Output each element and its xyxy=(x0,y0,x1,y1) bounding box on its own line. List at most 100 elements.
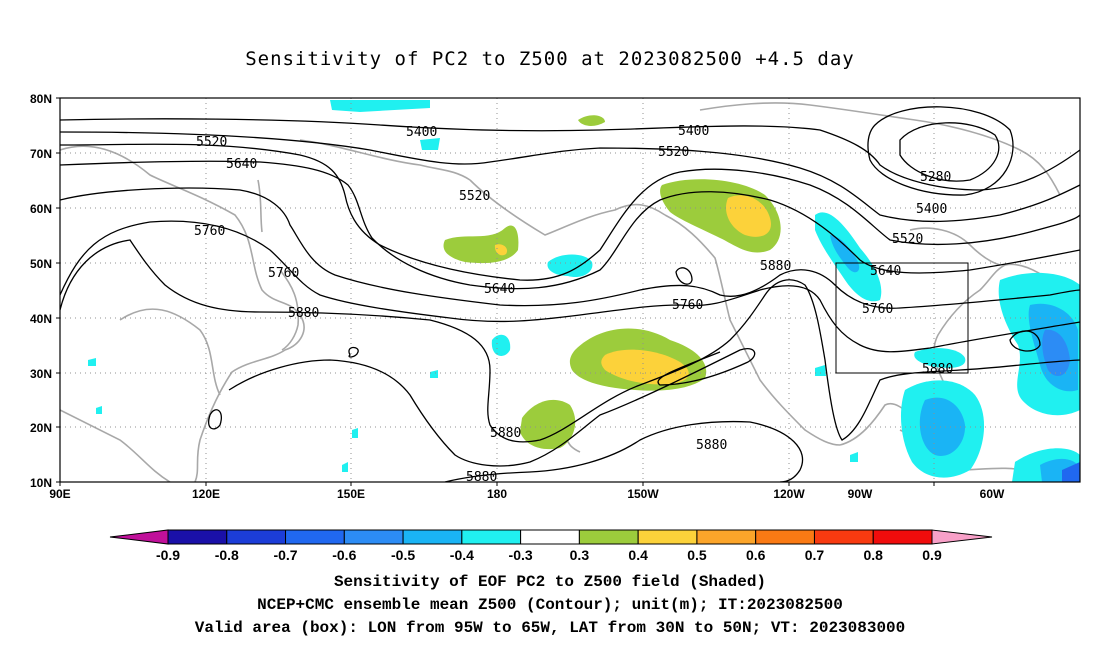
lon-label: 150W xyxy=(627,487,659,501)
contour-label: 5760 xyxy=(268,266,299,281)
z500-contours xyxy=(60,106,1080,482)
contour-label: 5640 xyxy=(226,157,257,172)
colorbar-tick-label: 0.7 xyxy=(805,547,825,563)
shade-cyan-patch xyxy=(330,100,430,112)
colorbar-cell xyxy=(578,529,639,545)
footer-line-1: Sensitivity of EOF PC2 to Z500 field (Sh… xyxy=(333,573,767,591)
contour-line xyxy=(675,267,693,285)
colorbar-cell xyxy=(226,529,287,545)
footer-line-3: Valid area (box): LON from 95W to 65W, L… xyxy=(194,619,906,637)
colorbar-tick-label: -0.7 xyxy=(273,547,297,563)
hudson-bay xyxy=(909,227,1001,266)
shade-yellow-patch xyxy=(725,195,771,237)
japan-coast xyxy=(279,269,300,351)
contour-label: 5400 xyxy=(406,125,437,140)
contour-label: 5880 xyxy=(490,426,521,441)
colorbar-cell xyxy=(520,529,580,545)
contour-label: 5760 xyxy=(862,302,893,317)
colorbar-tick-label: -0.4 xyxy=(450,547,474,563)
contour-label: 5880 xyxy=(288,306,319,321)
lon-label: 90E xyxy=(49,487,70,501)
contour-label: 5880 xyxy=(922,362,953,377)
map-title: Sensitivity of PC2 to Z500 at 2023082500… xyxy=(245,48,855,70)
contour-line xyxy=(444,420,804,482)
shade-yellow-patch xyxy=(601,349,689,385)
colorbar-end-low xyxy=(109,529,169,545)
lat-label: 40N xyxy=(30,312,52,326)
colorbar-tick-label: 0.5 xyxy=(687,547,707,563)
alaska-coast xyxy=(469,179,666,236)
colorbar: -0.9 -0.8 -0.7 -0.6 -0.5 -0.4 -0.3 0.3 0.4 0.5 0.6… xyxy=(109,529,993,563)
shade-cyan-patch xyxy=(430,370,438,378)
colorbar-tick-label: 0.6 xyxy=(746,547,766,563)
plot-frame xyxy=(59,97,1081,483)
shade-blue-patch xyxy=(919,397,966,456)
lat-label: 50N xyxy=(30,257,52,271)
lat-label: 30N xyxy=(30,367,52,381)
latitude-labels: 80N 70N 60N 50N 40N 30N 20N 10N xyxy=(30,92,52,490)
shade-cyan-patch xyxy=(96,406,102,414)
lat-label: 70N xyxy=(30,147,52,161)
lon-label: 120W xyxy=(773,487,805,501)
colorbar-cell xyxy=(637,529,698,545)
lon-label: 150E xyxy=(337,487,365,501)
shade-cyan-patch xyxy=(850,452,858,462)
shade-cyan-patch xyxy=(88,358,96,366)
contour-line xyxy=(867,106,1014,196)
contour-line xyxy=(60,131,1080,223)
contour-label: 5760 xyxy=(672,298,703,313)
colorbar-cell xyxy=(696,529,757,545)
contour-line xyxy=(1009,330,1041,352)
siberia-coast xyxy=(299,139,471,181)
contour-label: 5400 xyxy=(678,124,709,139)
contour-line xyxy=(60,187,1080,309)
colorbar-tick-label: 0.3 xyxy=(570,547,590,563)
valid-area-box xyxy=(835,262,969,374)
contour-label: 5520 xyxy=(658,145,689,160)
shade-cyan-patch xyxy=(547,254,593,278)
lon-label: 60W xyxy=(980,487,1005,501)
contour-line xyxy=(60,143,1080,281)
contour-labels: 5520 5640 5760 5760 5880 5400 5520 5640 … xyxy=(194,124,953,485)
lat-label: 10N xyxy=(30,476,52,490)
contour-line xyxy=(60,118,1080,191)
colorbar-tick-label: 0.4 xyxy=(628,547,648,563)
contour-label: 5880 xyxy=(696,438,727,453)
colorbar-cell xyxy=(755,529,815,545)
lat-label: 80N xyxy=(30,92,52,106)
contour-label: 5640 xyxy=(870,264,901,279)
axis-ticks xyxy=(56,97,935,486)
shade-yellow-patch xyxy=(494,244,508,256)
shade-cyan-patch xyxy=(342,462,348,472)
colorbar-tick-label: -0.9 xyxy=(156,547,180,563)
shade-green-patch xyxy=(520,399,576,450)
shade-cyan-patch xyxy=(914,348,966,368)
na-west-coast xyxy=(664,214,841,446)
contour-label: 5520 xyxy=(892,232,923,247)
colorbar-tick-label: 0.8 xyxy=(863,547,883,563)
colorbar-cell xyxy=(167,529,228,545)
colorbar-cell xyxy=(813,529,874,545)
contour-line xyxy=(60,160,1080,290)
colorbar-cell xyxy=(343,529,404,545)
lat-label: 20N xyxy=(30,421,52,435)
lat-label: 60N xyxy=(30,202,52,216)
footer-line-2: NCEP+CMC ensemble mean Z500 (Contour); u… xyxy=(257,596,843,614)
asia-east-coast xyxy=(60,145,305,482)
contour-label: 5880 xyxy=(466,470,497,485)
lon-label: 180 xyxy=(487,487,507,501)
contour-line xyxy=(899,122,1000,182)
contour-line xyxy=(60,220,1080,353)
lon-label: 90W xyxy=(848,487,873,501)
china-coast xyxy=(119,308,221,396)
colorbar-tick-label: -0.3 xyxy=(509,547,533,563)
shade-cyan-patch xyxy=(491,334,511,356)
contour-label: 5520 xyxy=(196,135,227,150)
indochina-coast xyxy=(60,409,171,482)
contour-line xyxy=(228,348,756,467)
colorbar-tick-label: -0.6 xyxy=(332,547,356,563)
shade-dark-blue-patch xyxy=(1062,462,1080,482)
contour-line xyxy=(208,409,222,430)
colorbar-tick-label: -0.8 xyxy=(215,547,239,563)
